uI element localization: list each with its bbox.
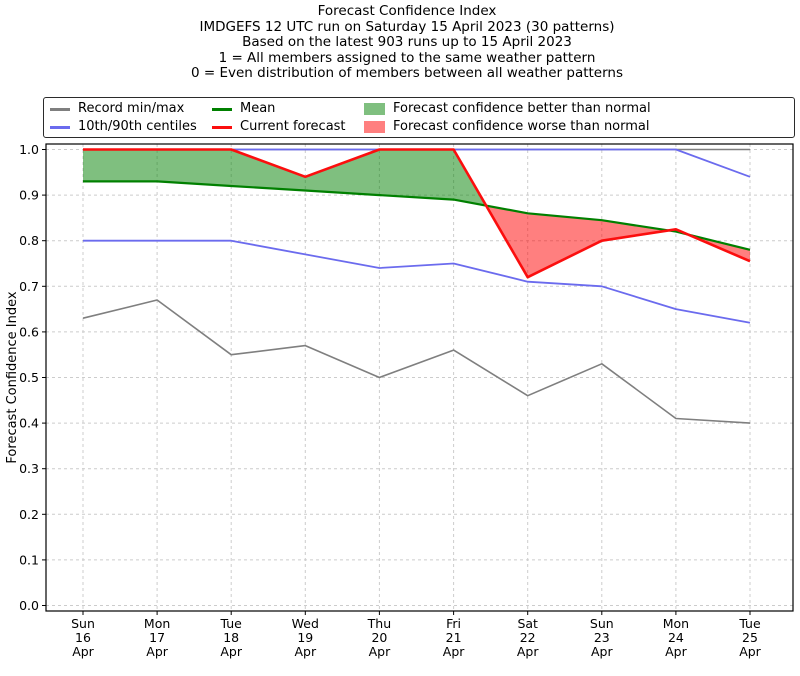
legend-item-confidence-better: Forecast confidence better than normal xyxy=(364,101,651,117)
x-tick-label: Thu 20 Apr xyxy=(367,616,391,659)
y-tick-label: 0.5 xyxy=(19,370,39,385)
x-axis: Sun 16 Apr Mon 17 Apr Tue 18 Apr Wed 19 Apr Thu 20 Apr… xyxy=(71,611,762,659)
y-tick-label: 0.7 xyxy=(19,279,39,294)
legend-item-centiles: 10th/90th centiles xyxy=(50,119,197,135)
y-tick-label: 0.9 xyxy=(19,188,39,203)
x-tick-label: Tue 18 Apr xyxy=(220,616,243,659)
chart-title: Forecast Confidence Index xyxy=(317,3,497,19)
mean-line-swatch xyxy=(212,107,232,111)
series-mean xyxy=(83,180,751,251)
fill-regions xyxy=(83,149,750,278)
current-forecast-line-swatch xyxy=(212,125,232,129)
chart-subtitle-run: IMDGEFS 12 UTC run on Saturday 15 April … xyxy=(199,18,615,35)
series-10th-centile xyxy=(83,239,751,324)
legend-item-current-forecast: Current forecast xyxy=(212,119,346,135)
legend-label: Forecast confidence worse than normal xyxy=(393,119,650,134)
y-tick-label: 0.0 xyxy=(19,598,39,613)
legend-label: 10th/90th centiles xyxy=(78,119,197,134)
legend-item-mean: Mean xyxy=(212,101,275,117)
series-current-forecast xyxy=(83,148,751,279)
x-tick-label: Sun 23 Apr xyxy=(590,616,614,659)
legend-label: Mean xyxy=(240,101,276,116)
legend-label: Record min/max xyxy=(78,101,185,116)
chart-subtitle-scale-1: 1 = All members assigned to the same wea… xyxy=(218,49,596,66)
chart-subtitle-scale-0: 0 = Even distribution of members between… xyxy=(190,65,624,81)
x-tick-label: Sun 16 Apr xyxy=(71,616,95,659)
title-block: Forecast Confidence Index IMDGEFS 12 UTC… xyxy=(14,3,800,82)
confidence-worse-patch-swatch xyxy=(364,121,385,133)
y-tick-label: 0.6 xyxy=(19,324,39,339)
x-tick-label: Fri 21 Apr xyxy=(443,616,465,659)
legend-box xyxy=(43,97,795,138)
x-tick-label: Wed 19 Apr xyxy=(292,616,319,659)
y-tick-label: 0.2 xyxy=(19,507,39,522)
legend-item-record-minmax: Record min/max xyxy=(50,101,184,117)
fill-worse-than-normal xyxy=(486,205,669,278)
y-tick-label: 0.1 xyxy=(19,552,39,567)
y-tick-label: 0.8 xyxy=(19,233,39,248)
x-tick-label: Mon 17 Apr xyxy=(144,616,170,659)
x-tick-label: Tue 25 Apr xyxy=(738,616,761,659)
legend-label: Current forecast xyxy=(240,119,346,134)
y-tick-label: 0.3 xyxy=(19,461,39,476)
y-axis: 0.0 0.1 0.2 0.3 0.4 0.5 0.6 0.7 0.8 0.9 1.0 xyxy=(19,142,46,613)
y-tick-label: 0.4 xyxy=(19,416,39,431)
grid-lines xyxy=(46,144,793,611)
confidence-better-patch-swatch xyxy=(364,103,385,115)
chart-subtitle-basis: Based on the latest 903 runs up to 15 Ap… xyxy=(242,34,572,50)
x-tick-label: Sat 22 Apr xyxy=(517,616,539,659)
x-tick-label: Mon 24 Apr xyxy=(663,616,689,659)
record-minmax-line-swatch xyxy=(50,107,70,111)
legend-label: Forecast confidence better than normal xyxy=(393,101,651,116)
y-tick-label: 1.0 xyxy=(19,142,39,157)
fill-better-than-normal xyxy=(83,149,487,206)
centiles-line-swatch xyxy=(50,125,70,129)
series-record-min xyxy=(82,299,751,424)
y-axis-label: Forecast Confidence Index xyxy=(5,291,20,463)
legend-item-confidence-worse: Forecast confidence worse than normal xyxy=(364,119,650,135)
